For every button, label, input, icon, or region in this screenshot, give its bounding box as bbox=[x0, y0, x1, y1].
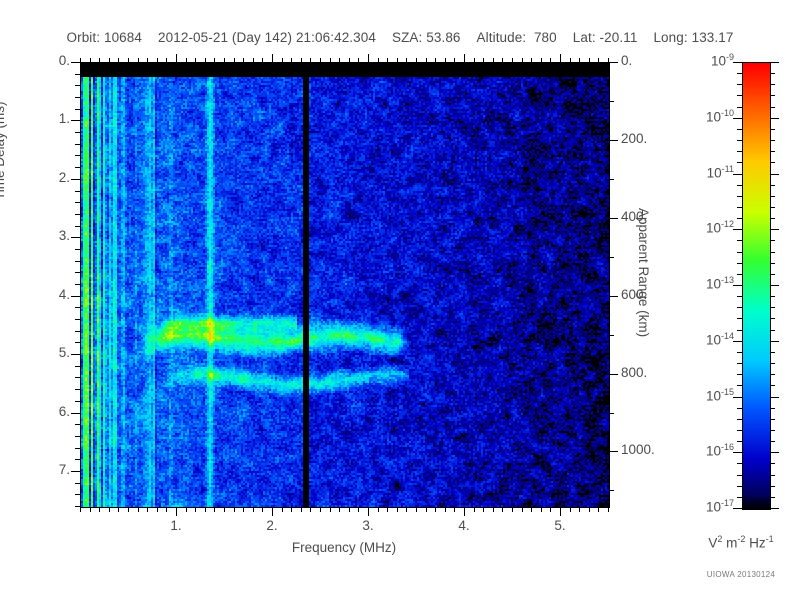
y-left-tick bbox=[71, 296, 80, 297]
x-axis-title: Frequency (MHz) bbox=[291, 540, 397, 555]
colorbar-gradient bbox=[743, 63, 770, 509]
colorbar-major-tick bbox=[770, 174, 779, 175]
colorbar-major-tick bbox=[733, 229, 742, 230]
colorbar-major-tick bbox=[733, 174, 742, 175]
colorbar-major-tick bbox=[770, 285, 779, 286]
y-left-tick-label: 2. bbox=[58, 169, 70, 185]
y-right-tick-label: 0. bbox=[621, 53, 633, 68]
y-right-tick bbox=[609, 140, 618, 141]
colorbar-tick-label: 10-17 bbox=[705, 498, 734, 515]
colorbar-tick-label: 10-13 bbox=[705, 275, 734, 292]
colorbar-major-tick bbox=[733, 397, 742, 398]
y-right-tick-label: 200. bbox=[621, 130, 648, 146]
x-tick-label: 3. bbox=[362, 518, 374, 533]
x-tick bbox=[272, 507, 273, 516]
colorbar-major-tick bbox=[733, 452, 742, 453]
header-metadata: Orbit: 10684 2012-05-21 (Day 142) 21:06:4… bbox=[0, 30, 800, 45]
y-left-tick bbox=[71, 62, 80, 63]
x-tick-label: 4. bbox=[458, 518, 470, 533]
y-right-tick bbox=[609, 296, 618, 297]
ionogram-plot-area bbox=[80, 62, 610, 508]
y-left-tick bbox=[71, 354, 80, 355]
x-tick bbox=[464, 507, 465, 516]
lat-value: -20.11 bbox=[599, 30, 638, 45]
lat-label: Lat: bbox=[572, 30, 596, 45]
y-right-tick-label: 800. bbox=[621, 364, 648, 380]
y-axis-right-title: Apparent Range (km) bbox=[636, 208, 651, 338]
colorbar-major-tick bbox=[733, 508, 742, 509]
colorbar-major-tick bbox=[770, 229, 779, 230]
y-left-tick-label: 0. bbox=[58, 53, 70, 68]
colorbar-major-tick bbox=[770, 118, 779, 119]
colorbar-major-tick bbox=[733, 118, 742, 119]
y-left-tick-label: 1. bbox=[58, 111, 70, 127]
observation-datetime: 2012-05-21 (Day 142) 21:06:42.304 bbox=[158, 30, 376, 45]
sza-label: SZA: bbox=[391, 30, 423, 45]
x-tick bbox=[368, 507, 369, 516]
y-axis-left-title: Time Delay (ms) bbox=[0, 101, 7, 200]
spectrogram-image bbox=[81, 63, 609, 507]
colorbar-major-tick bbox=[770, 508, 779, 509]
colorbar-tick-label: 10-14 bbox=[705, 331, 734, 348]
y-right-tick bbox=[609, 451, 618, 452]
y-left-tick bbox=[71, 179, 80, 180]
y-left-tick bbox=[71, 237, 80, 238]
y-right-tick bbox=[609, 218, 618, 219]
colorbar-tick-label: 10-11 bbox=[706, 164, 734, 181]
y-left-tick bbox=[71, 413, 80, 414]
colorbar-major-tick bbox=[733, 62, 742, 63]
colorbar-major-tick bbox=[770, 341, 779, 342]
colorbar-major-tick bbox=[770, 62, 779, 63]
y-left-tick bbox=[71, 120, 80, 121]
y-left-tick-label: 4. bbox=[58, 286, 70, 302]
colorbar-major-tick bbox=[733, 341, 742, 342]
colorbar-tick-label: 10-9 bbox=[710, 52, 734, 69]
colorbar-major-tick bbox=[770, 452, 779, 453]
sza-value: 53.86 bbox=[426, 30, 461, 45]
y-left-tick-label: 3. bbox=[58, 228, 70, 244]
y-left-tick-label: 7. bbox=[58, 461, 70, 477]
x-tick-label: 2. bbox=[266, 518, 278, 533]
colorbar-tick-label: 10-16 bbox=[705, 442, 734, 459]
y-right-tick-label: 1000. bbox=[621, 442, 655, 458]
long-label: Long: bbox=[653, 30, 688, 45]
colorbar-tick-label: 10-15 bbox=[705, 387, 734, 404]
colorbar-tick-label: 10-12 bbox=[705, 219, 734, 236]
y-left-tick-label: 5. bbox=[58, 345, 70, 361]
x-tick bbox=[176, 507, 177, 516]
colorbar-major-tick bbox=[733, 285, 742, 286]
x-tick-label: 5. bbox=[554, 518, 566, 533]
colorbar-tick-label: 10-10 bbox=[705, 108, 734, 125]
y-right-tick bbox=[609, 374, 618, 375]
altitude-value: 780 bbox=[533, 30, 557, 45]
y-right-tick bbox=[609, 62, 618, 63]
altitude-label: Altitude: bbox=[476, 30, 527, 45]
y-left-tick bbox=[71, 471, 80, 472]
credit-watermark: UIOWA 20130124 bbox=[706, 570, 776, 579]
x-tick-label: 1. bbox=[170, 518, 182, 533]
orbit-value: 10684 bbox=[103, 30, 143, 45]
x-tick bbox=[560, 507, 561, 516]
y-left-tick-label: 6. bbox=[58, 403, 70, 419]
colorbar-major-tick bbox=[770, 397, 779, 398]
long-value: 133.17 bbox=[691, 30, 734, 45]
colorbar bbox=[742, 62, 771, 510]
orbit-label: Orbit: bbox=[66, 30, 101, 45]
colorbar-units-label: V2 m-2 Hz-1 bbox=[708, 534, 774, 551]
